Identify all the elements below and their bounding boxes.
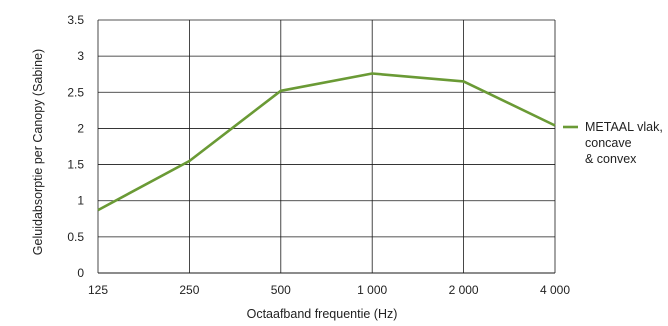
tick-labels: 0 0.5 1 1.5 2 2.5 3 3.5 125 250 500 1 000 2 000 4 000	[67, 13, 570, 297]
x-tick-label: 500	[271, 283, 291, 297]
legend: METAAL vlak, concave & convex	[563, 120, 663, 166]
x-tick-label: 4 000	[540, 283, 570, 297]
legend-label: METAAL vlak, concave & convex	[585, 120, 663, 166]
series-layer	[97, 72, 556, 212]
y-axis-label: Geluidabsorptie per Canopy (Sabine)	[31, 49, 45, 255]
series-line	[97, 72, 556, 212]
x-tick-label: 250	[179, 283, 199, 297]
y-tick-label: 0	[77, 266, 84, 280]
y-tick-label: 1	[77, 194, 84, 208]
x-tick-label: 125	[88, 283, 108, 297]
x-axis-label: Octaafband frequentie (Hz)	[247, 307, 398, 321]
x-tick-label: 2 000	[449, 283, 479, 297]
y-tick-label: 3	[77, 49, 84, 63]
grid	[97, 19, 556, 274]
y-tick-label: 0.5	[67, 230, 84, 244]
y-tick-label: 3.5	[67, 13, 84, 27]
y-tick-label: 2.5	[67, 85, 84, 99]
y-tick-label: 2	[77, 121, 84, 135]
x-tick-label: 1 000	[357, 283, 387, 297]
y-tick-label: 1.5	[67, 158, 84, 172]
